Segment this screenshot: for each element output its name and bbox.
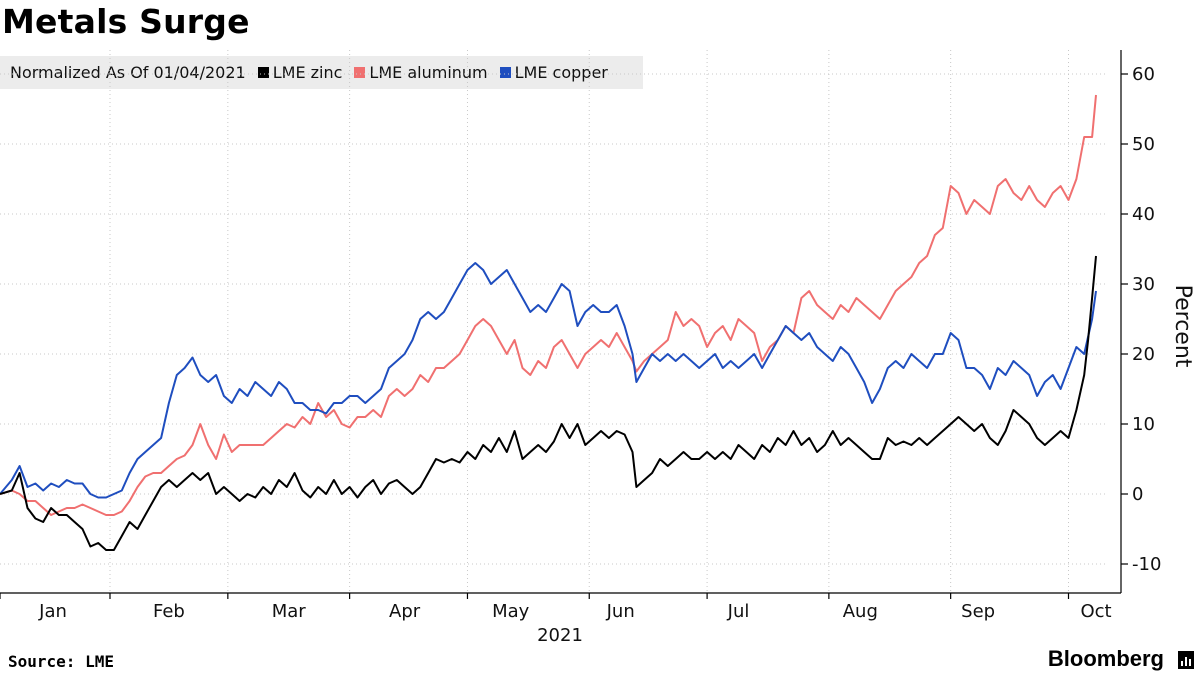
x-tick-label-jan: Jan: [38, 601, 67, 622]
y-axis-title: Percent: [1170, 285, 1195, 368]
legend-entry-zinc: LME zinc: [257, 63, 343, 82]
x-tick-label-jul: Jul: [727, 601, 750, 622]
source-note: Source: LME: [8, 652, 114, 671]
legend: Normalized As Of 01/04/2021 LME zinc LME…: [0, 56, 643, 89]
brand-logo: Bloomberg: [1047, 646, 1164, 671]
y-tick-label-4: 30: [1132, 274, 1155, 295]
legend-entry-copper: LME copper: [499, 63, 608, 82]
grid: [0, 50, 1108, 593]
legend-entry-aluminum: LME aluminum: [354, 63, 488, 82]
y-tick-label-3: 20: [1132, 344, 1155, 365]
legend-label-copper: LME copper: [514, 63, 608, 82]
chart-title: Metals Surge: [2, 2, 250, 41]
y-tick-label-7: 60: [1132, 64, 1155, 85]
x-tick-label-feb: Feb: [153, 601, 185, 622]
series-line-aluminum: [0, 94, 1097, 516]
bloomberg-terminal-icon: [1178, 651, 1194, 669]
x-axis-year-label: 2021: [537, 625, 583, 646]
legend-label-aluminum: LME aluminum: [369, 63, 488, 82]
x-tick-label-jun: Jun: [606, 601, 635, 622]
x-tick-label-mar: Mar: [272, 601, 307, 622]
y-tick-label-1: 0: [1132, 484, 1143, 505]
y-tick-label-0: -10: [1132, 554, 1161, 575]
y-tick-label-5: 40: [1132, 204, 1155, 225]
legend-note: Normalized As Of 01/04/2021: [10, 63, 246, 82]
legend-swatch-zinc: [257, 67, 269, 78]
legend-label-zinc: LME zinc: [272, 63, 343, 82]
legend-swatch-aluminum: [354, 67, 366, 78]
series-line-copper: [0, 262, 1097, 499]
legend-swatch-copper: [499, 67, 511, 78]
axes: -10 0 10 20 30 40 50 60 Jan Feb Mar Apr May Jun Jul Aug…: [0, 50, 1161, 622]
x-tick-label-apr: Apr: [389, 601, 421, 622]
x-tick-label-may: May: [492, 601, 530, 622]
y-tick-label-6: 50: [1132, 134, 1155, 155]
x-tick-label-aug: Aug: [843, 601, 878, 622]
x-tick-label-oct: Oct: [1080, 601, 1111, 622]
y-tick-label-2: 10: [1132, 414, 1155, 435]
series-group: [0, 94, 1097, 551]
x-tick-label-sep: Sep: [961, 601, 995, 622]
series-line-zinc: [0, 255, 1097, 551]
